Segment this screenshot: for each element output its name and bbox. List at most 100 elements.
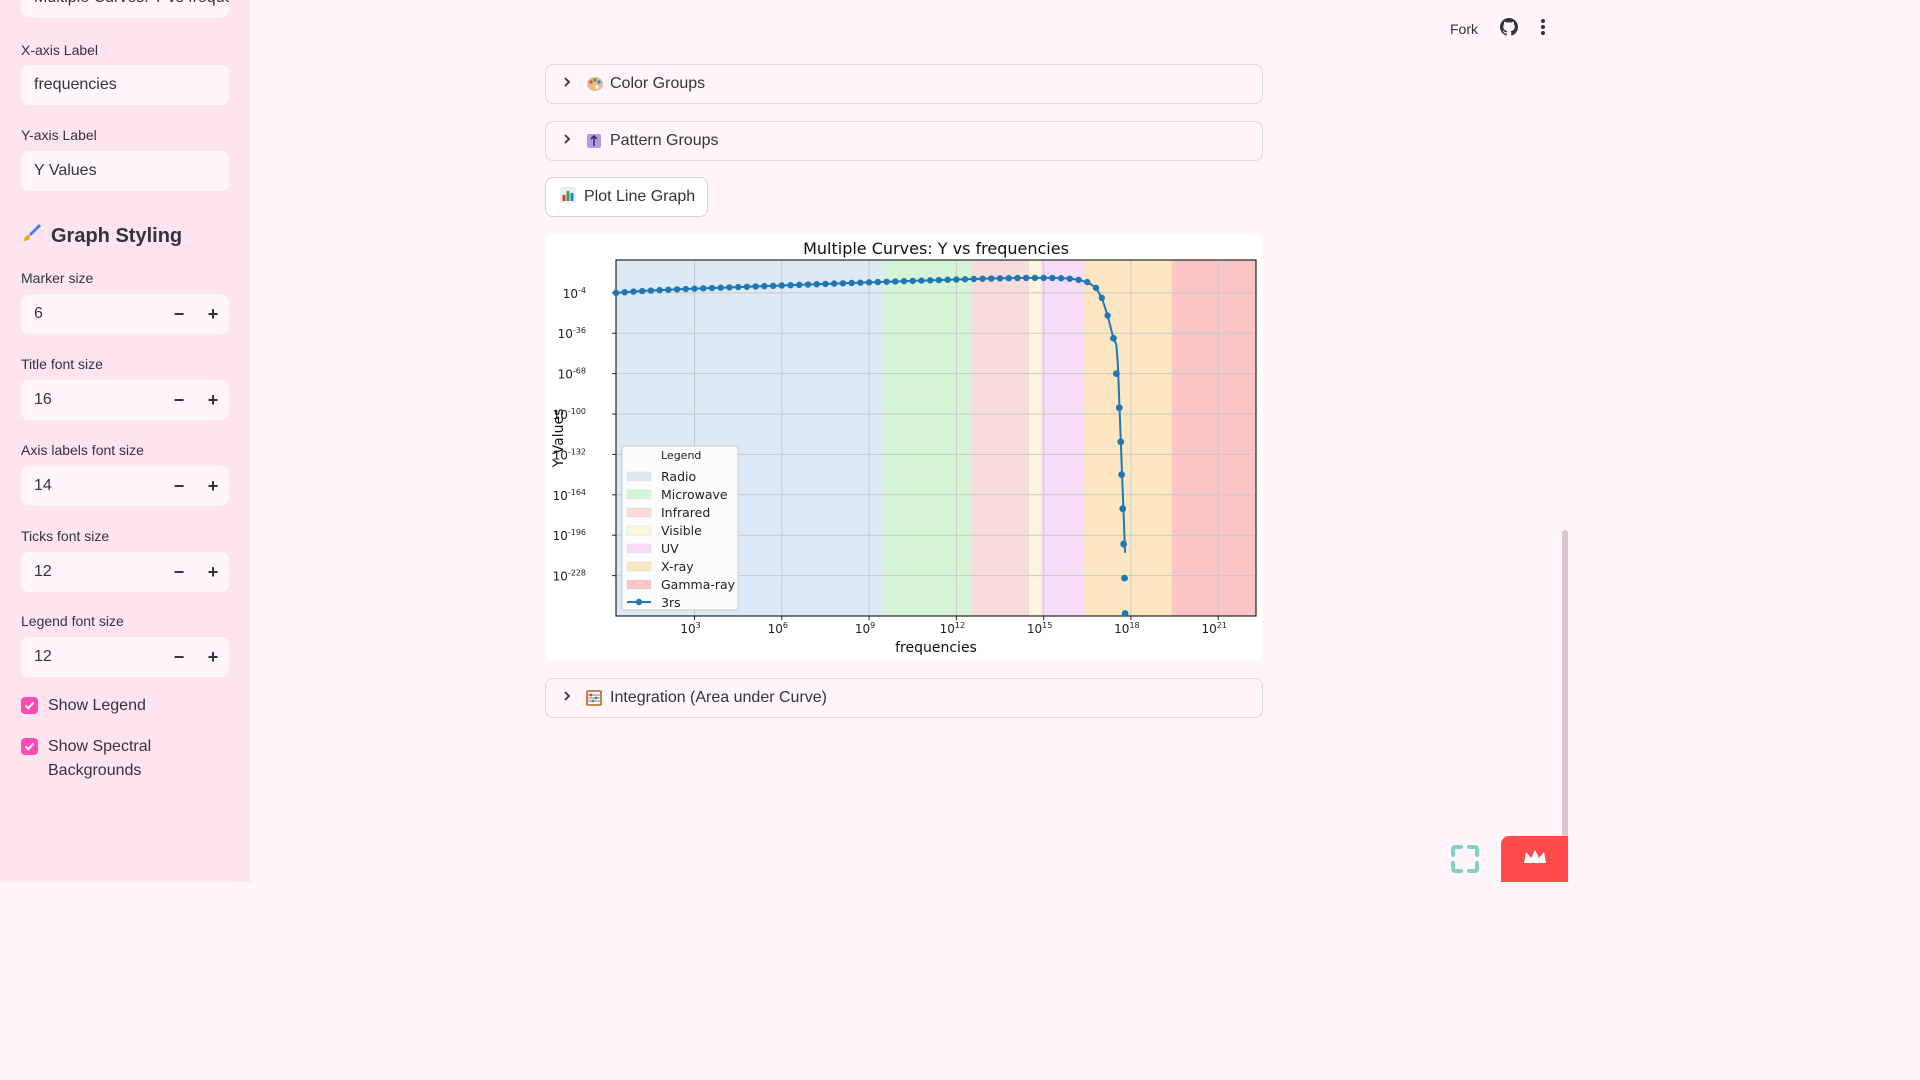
data-point (874, 278, 882, 286)
chart-container: 103 106 109 1012 1015 1018 1021 10-4 10-36 10-68 1… (545, 234, 1263, 660)
data-point (1066, 275, 1074, 282)
data-point (761, 282, 768, 290)
data-point (647, 287, 655, 294)
data-point (778, 282, 786, 289)
data-point (708, 284, 716, 292)
fork-button[interactable]: Fork (1450, 20, 1478, 37)
data-point (1112, 370, 1120, 378)
axis-font-size-input[interactable]: 14 − + (21, 466, 229, 506)
data-point (883, 278, 890, 285)
data-point (1117, 438, 1125, 446)
data-point (892, 278, 899, 285)
ticks-font-size-label: Ticks font size (21, 528, 110, 544)
streamlit-badge[interactable] (1501, 836, 1568, 882)
data-point (1098, 294, 1106, 302)
legend-swatch (626, 543, 652, 554)
data-point (1115, 404, 1123, 412)
data-point (1118, 471, 1125, 479)
legend-label: Visible (661, 523, 702, 538)
crown-icon (1522, 848, 1548, 871)
ylabel-input[interactable]: Y Values (21, 151, 229, 191)
data-point (691, 285, 698, 292)
data-point (1119, 505, 1127, 513)
more-menu-icon[interactable] (1540, 18, 1546, 39)
ticks-font-size-input[interactable]: 12 − + (21, 552, 229, 592)
decrement-button[interactable]: − (173, 647, 185, 667)
data-point (1040, 274, 1047, 282)
title-font-size-label: Title font size (21, 356, 103, 372)
increment-button[interactable]: + (207, 476, 219, 496)
data-point (865, 279, 873, 286)
title-input[interactable]: Multiple Curves: Y vs freque (21, 0, 229, 18)
data-point (1120, 540, 1128, 548)
legend-font-size-input[interactable]: 12 − + (21, 637, 229, 677)
github-icon[interactable] (1500, 18, 1518, 39)
decrement-button[interactable]: − (173, 390, 185, 410)
decrement-button[interactable]: − (173, 304, 185, 324)
fullscreen-icon[interactable] (1449, 843, 1481, 875)
x-tick-label: 106 (768, 621, 788, 636)
increment-button[interactable]: + (207, 562, 219, 582)
legend-label: Microwave (661, 487, 728, 502)
marker-size-input[interactable]: 6 − + (21, 294, 229, 334)
data-point (961, 276, 969, 283)
data-point (612, 289, 620, 297)
increment-button[interactable]: + (207, 390, 219, 410)
spectral-band (1029, 260, 1041, 616)
data-point (988, 275, 995, 282)
x-axis-label: frequencies (895, 640, 977, 656)
plot-frame (615, 259, 1257, 617)
legend-label: Radio (661, 469, 696, 484)
pattern-icon (586, 133, 604, 149)
legend-swatch (626, 525, 652, 536)
integration-expander[interactable]: Integration (Area under Curve) (545, 678, 1263, 718)
data-point (796, 281, 803, 289)
y-tick-label: 10-4 (563, 286, 586, 301)
show-spectral-checkbox[interactable]: Show Spectral Backgrounds (21, 735, 171, 783)
show-legend-checkbox[interactable]: Show Legend (21, 694, 146, 718)
pattern-groups-expander[interactable]: Pattern Groups (545, 121, 1263, 161)
data-point (717, 284, 724, 291)
data-point (726, 284, 733, 291)
data-point (752, 283, 759, 290)
color-groups-expander[interactable]: Color Groups (545, 64, 1263, 104)
data-point (926, 277, 934, 284)
data-point (1005, 274, 1012, 282)
legend-title: Legend (661, 449, 701, 462)
legend-swatch (626, 561, 652, 572)
x-tick-label: 1012 (940, 621, 965, 636)
data-point (804, 281, 812, 288)
data-point (857, 279, 864, 286)
data-point (996, 275, 1004, 282)
legend-swatch (626, 507, 652, 518)
data-point (1121, 574, 1128, 582)
data-point (822, 280, 829, 288)
data-point (769, 282, 777, 290)
title-font-size-input[interactable]: 16 − + (21, 380, 229, 420)
line-chart: 103 106 109 1012 1015 1018 1021 10-4 10-36 10-68 1… (551, 239, 1257, 656)
data-point (839, 280, 847, 287)
x-tick-label: 1015 (1027, 621, 1052, 636)
y-axis-label: Y Values (551, 409, 567, 469)
increment-button[interactable]: + (207, 647, 219, 667)
data-point (638, 287, 646, 295)
plot-line-graph-button[interactable]: Plot Line Graph (545, 177, 709, 217)
data-point (1075, 276, 1082, 284)
decrement-button[interactable]: − (173, 562, 185, 582)
decrement-button[interactable]: − (173, 476, 185, 496)
checkmark-icon (21, 697, 38, 714)
data-point (1057, 274, 1065, 282)
scrollbar[interactable] (1562, 530, 1568, 882)
show-legend-label: Show Legend (48, 697, 146, 714)
graph-styling-heading: Graph Styling (21, 222, 182, 250)
xlabel-input[interactable]: frequencies (21, 65, 229, 105)
data-point (848, 279, 855, 287)
data-point (944, 276, 951, 283)
data-point (1121, 610, 1129, 617)
spectral-band (883, 260, 971, 616)
legend-swatch (626, 579, 652, 590)
legend-label: Gamma-ray (661, 577, 736, 592)
x-tick-label: 1021 (1201, 621, 1226, 636)
spectral-band (970, 260, 1030, 616)
increment-button[interactable]: + (207, 304, 219, 324)
